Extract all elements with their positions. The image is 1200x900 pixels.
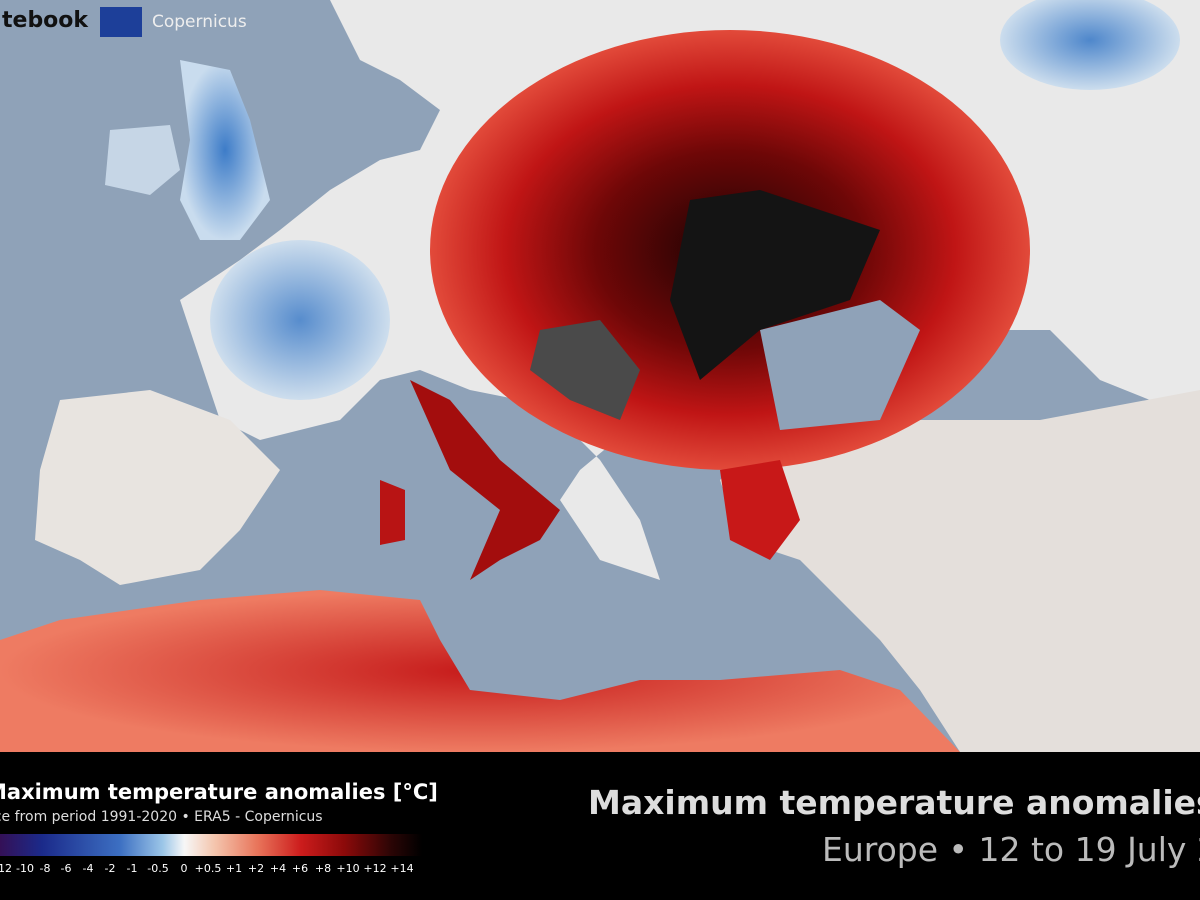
legend-tick: -8 [39,862,51,875]
black-sea [760,300,920,430]
legend-tick: +0.5 [194,862,222,875]
sardinia [380,480,405,545]
italy [410,380,560,580]
legend-tick: +12 [363,862,387,875]
legend-title: Maximum temperature anomalies [°C] [0,780,438,804]
legend-tick: +6 [291,862,309,875]
caption-title: Maximum temperature anomalies [°C] [588,783,1200,822]
britain [180,60,270,240]
legend-tick: +14 [390,862,414,875]
legend-tick: +10 [336,862,360,875]
legend-tick: +8 [314,862,332,875]
legend-tick: +1 [225,862,243,875]
legend-tick: -4 [82,862,94,875]
caption-subtitle: Europe • 12 to 19 July 2024 [822,830,1200,869]
north-africa [0,590,960,752]
west-turkey [720,460,800,560]
legend-tick: -10 [16,862,34,875]
partner-logo: Copernicus [152,12,247,32]
ukraine-extreme [670,190,880,380]
legend-tick: -12 [0,862,12,875]
russia-cool [1000,0,1180,90]
legend-tick: 0 [180,862,188,875]
legend-tick: -0.5 [147,862,169,875]
eu-flag [100,7,142,37]
color-bar [0,834,422,856]
footer-band [0,752,1200,900]
legend-tick: -1 [126,862,138,875]
legend-subtitle: Difference from period 1991-2020 • ERA5 … [0,809,323,825]
france-cool [210,240,390,400]
ireland [105,125,180,195]
iberia [35,390,280,585]
legend-tick: +2 [247,862,265,875]
legend-tick: -2 [104,862,116,875]
balkan-extreme [530,320,640,420]
anatolia-levant [720,390,1200,752]
legend-tick: -6 [60,862,72,875]
brand: tebook [2,8,89,33]
legend-tick: +4 [269,862,287,875]
